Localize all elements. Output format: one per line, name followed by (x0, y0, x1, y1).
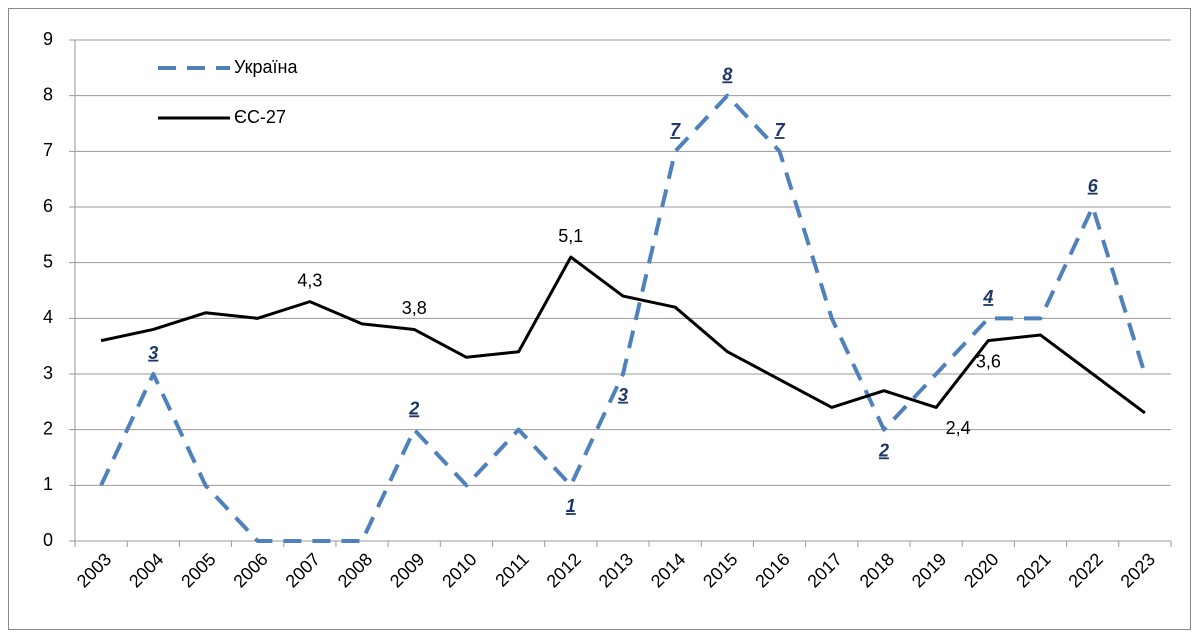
x-tick-label: 2010 (438, 549, 480, 591)
x-tick-label: 2012 (543, 549, 585, 591)
x-tick-label: 2007 (282, 549, 324, 591)
y-tick-label: 8 (43, 84, 53, 104)
y-tick-label: 5 (43, 251, 53, 271)
x-tick-label: 2023 (1117, 549, 1159, 591)
y-tick-label: 9 (43, 29, 53, 49)
data-label: 2 (878, 440, 889, 460)
x-tick-label: 2016 (751, 549, 793, 591)
series-line (100, 255, 1146, 415)
y-tick-label: 6 (43, 196, 53, 216)
data-label: 4 (982, 287, 993, 307)
x-tick-label: 2008 (334, 549, 376, 591)
data-label: 4,3 (297, 270, 322, 290)
x-tick-label: 2017 (803, 549, 845, 591)
x-tick-label: 2014 (647, 549, 689, 591)
y-tick-label: 0 (43, 530, 53, 550)
data-label: 3 (148, 343, 158, 363)
x-tick-label: 2018 (856, 549, 898, 591)
data-label: 3 (618, 385, 628, 405)
data-label: 7 (775, 120, 786, 140)
y-tick-label: 1 (43, 474, 53, 494)
x-tick-label: 2009 (386, 549, 428, 591)
x-tick-label: 2006 (229, 549, 271, 591)
series-line (99, 93, 1147, 543)
y-tick-label: 2 (43, 418, 53, 438)
y-tick-label: 3 (43, 363, 53, 383)
x-tick-label: 2015 (699, 549, 741, 591)
data-label: 6 (1088, 176, 1099, 196)
data-label: 2,4 (946, 418, 971, 438)
data-label: 2 (408, 398, 419, 418)
y-tick-label: 4 (43, 307, 53, 327)
x-tick-label: 2004 (125, 549, 167, 591)
data-label: 5,1 (558, 226, 583, 246)
x-tick-label: 2005 (177, 549, 219, 591)
x-tick-label: 2011 (491, 549, 533, 591)
data-label: 1 (566, 496, 576, 516)
legend-label: ЄС-27 (234, 107, 286, 127)
chart-border (8, 8, 1191, 630)
data-label: 3,8 (402, 298, 427, 318)
x-tick-label: 2003 (73, 549, 115, 591)
x-tick-label: 2019 (908, 549, 950, 591)
y-tick-label: 7 (43, 140, 53, 160)
data-label: 8 (722, 64, 732, 84)
x-tick-label: 2020 (960, 549, 1002, 591)
legend-label: Україна (234, 57, 298, 77)
data-label: 7 (670, 120, 681, 140)
x-tick-label: 2013 (595, 549, 637, 591)
data-label: 3,6 (976, 351, 1001, 371)
x-tick-label: 2021 (1012, 549, 1054, 591)
x-tick-label: 2022 (1064, 549, 1106, 591)
